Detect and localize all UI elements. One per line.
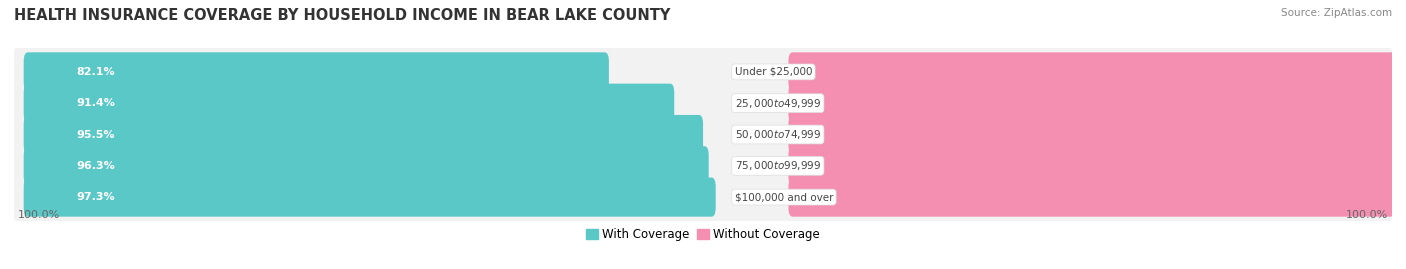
FancyBboxPatch shape: [24, 146, 709, 185]
Legend: With Coverage, Without Coverage: With Coverage, Without Coverage: [581, 223, 825, 246]
Text: $25,000 to $49,999: $25,000 to $49,999: [735, 97, 821, 110]
Text: 95.5%: 95.5%: [76, 129, 114, 140]
FancyBboxPatch shape: [13, 172, 1393, 222]
Text: Under $25,000: Under $25,000: [735, 67, 813, 77]
FancyBboxPatch shape: [13, 78, 1393, 128]
FancyBboxPatch shape: [789, 52, 1406, 91]
Text: 91.4%: 91.4%: [76, 98, 115, 108]
FancyBboxPatch shape: [789, 178, 1395, 217]
FancyBboxPatch shape: [24, 84, 675, 123]
Text: $75,000 to $99,999: $75,000 to $99,999: [735, 159, 821, 172]
FancyBboxPatch shape: [13, 141, 1393, 191]
FancyBboxPatch shape: [24, 178, 716, 217]
Text: Source: ZipAtlas.com: Source: ZipAtlas.com: [1281, 8, 1392, 18]
FancyBboxPatch shape: [789, 84, 1406, 123]
FancyBboxPatch shape: [789, 115, 1406, 154]
Text: 100.0%: 100.0%: [18, 210, 60, 220]
FancyBboxPatch shape: [24, 52, 609, 91]
Text: $50,000 to $74,999: $50,000 to $74,999: [735, 128, 821, 141]
Text: 100.0%: 100.0%: [1346, 210, 1388, 220]
FancyBboxPatch shape: [13, 109, 1393, 160]
Text: 82.1%: 82.1%: [76, 67, 115, 77]
FancyBboxPatch shape: [13, 47, 1393, 97]
Text: $100,000 and over: $100,000 and over: [735, 192, 834, 202]
FancyBboxPatch shape: [789, 146, 1406, 185]
Text: 96.3%: 96.3%: [76, 161, 115, 171]
FancyBboxPatch shape: [24, 115, 703, 154]
Text: 97.3%: 97.3%: [76, 192, 115, 202]
Text: HEALTH INSURANCE COVERAGE BY HOUSEHOLD INCOME IN BEAR LAKE COUNTY: HEALTH INSURANCE COVERAGE BY HOUSEHOLD I…: [14, 8, 671, 23]
